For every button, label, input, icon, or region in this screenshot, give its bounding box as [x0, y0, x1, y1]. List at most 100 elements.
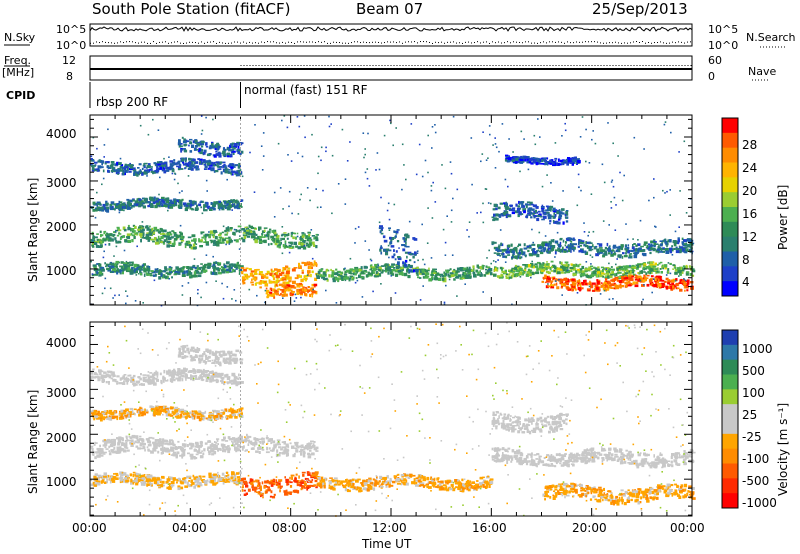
power-cell — [592, 272, 596, 276]
power-speckle — [298, 125, 301, 128]
velocity-cell — [236, 381, 240, 385]
power-cell — [680, 250, 682, 253]
power-speckle — [492, 144, 494, 146]
power-cell — [630, 278, 634, 281]
power-cell — [394, 258, 397, 261]
power-cell — [522, 264, 526, 266]
power-cell — [511, 267, 516, 270]
power-speckle — [416, 252, 419, 254]
power-cell — [337, 270, 341, 273]
power-speckle — [369, 258, 372, 261]
power-cell — [584, 268, 589, 271]
power-cell — [363, 265, 367, 269]
power-cell — [404, 262, 407, 265]
power-speckle — [265, 234, 268, 237]
power-cell — [125, 269, 129, 273]
power-cell — [550, 245, 553, 248]
power-cell — [275, 293, 279, 296]
power-cell — [609, 248, 612, 252]
power-cell — [150, 166, 153, 168]
power-cell — [635, 281, 639, 285]
velocity-cell — [160, 379, 163, 384]
power-cell — [615, 272, 618, 277]
velocity-cell — [205, 361, 208, 364]
power-cell — [651, 284, 654, 287]
power-cell — [237, 151, 242, 155]
power-cell — [679, 272, 682, 276]
power-cell — [569, 267, 573, 269]
power-speckle — [679, 190, 681, 192]
velocity-ytick-3000: 3000 — [46, 386, 77, 400]
velocity-cell — [110, 377, 113, 380]
velocity-cell — [213, 379, 217, 382]
power-cell — [139, 225, 142, 228]
power-cell — [230, 171, 233, 176]
power-cell — [213, 229, 217, 233]
power-cell — [415, 272, 418, 275]
power-cell — [655, 275, 660, 278]
power-cell — [373, 266, 375, 269]
power-cell — [380, 228, 383, 231]
power-cell — [139, 270, 142, 274]
power-cell — [134, 225, 137, 229]
power-cell — [518, 267, 523, 271]
power-cell — [160, 241, 163, 243]
power-cell — [302, 243, 306, 246]
power-speckle — [585, 128, 587, 131]
power-cell — [146, 273, 151, 276]
power-cell — [665, 250, 670, 254]
power-cell — [397, 264, 400, 269]
power-cell — [574, 246, 576, 250]
power-cell — [546, 160, 550, 164]
power-cell — [629, 253, 633, 255]
power-cell — [632, 244, 634, 247]
power-cell — [493, 273, 497, 277]
power-cell — [250, 235, 254, 239]
power-cell — [216, 142, 220, 146]
power-cell — [612, 273, 616, 276]
power-cell — [552, 220, 555, 223]
power-cell — [634, 274, 638, 277]
power-cell — [683, 266, 687, 269]
power-cell — [662, 251, 665, 253]
power-cell — [249, 225, 253, 228]
power-cell — [226, 148, 229, 151]
power-cell — [296, 232, 299, 235]
power-cell — [588, 269, 591, 272]
power-cell — [208, 205, 211, 208]
power-speckle — [172, 164, 175, 166]
power-cell — [562, 267, 564, 270]
power-cell — [634, 252, 639, 254]
power-cell — [113, 203, 117, 206]
power-cell — [541, 218, 545, 221]
power-speckle — [328, 115, 330, 118]
velocity-cell — [184, 368, 188, 371]
power-speckle — [530, 276, 532, 279]
power-cell — [200, 145, 204, 148]
velocity-cell — [135, 383, 138, 386]
power-cell — [155, 168, 160, 172]
power-speckle — [167, 209, 169, 212]
power-cell — [116, 226, 120, 229]
power-cell — [313, 283, 318, 287]
power-speckle — [487, 202, 490, 204]
power-cell — [194, 207, 198, 210]
velocity-cell — [227, 357, 232, 361]
velocity-cbar-tick-25: 25 — [742, 408, 758, 422]
power-cell — [194, 161, 199, 164]
power-cell — [127, 204, 130, 207]
power-cell — [299, 275, 302, 278]
power-cell — [682, 249, 685, 253]
power-cell — [595, 245, 598, 248]
power-speckle — [678, 151, 680, 153]
power-cell — [139, 169, 142, 172]
nave-tick-top: 60 — [708, 54, 722, 67]
power-cell — [540, 249, 543, 252]
power-cell — [142, 171, 147, 175]
velocity-cell — [130, 377, 133, 379]
power-cell — [304, 278, 307, 282]
power-cell — [304, 286, 307, 289]
power-cell — [494, 267, 497, 272]
power-cell — [624, 274, 628, 277]
power-speckle — [195, 243, 198, 245]
